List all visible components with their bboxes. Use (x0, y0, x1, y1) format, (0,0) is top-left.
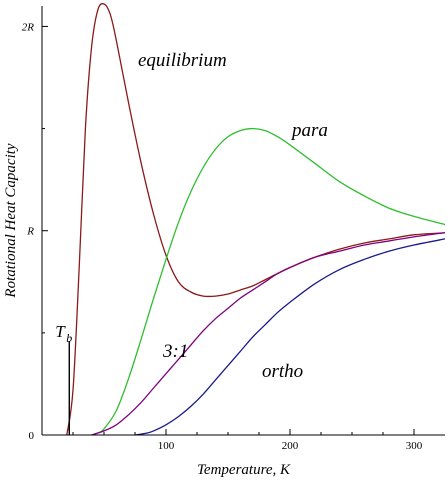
tb-label: T (55, 322, 66, 341)
series-line-equilibrium (66, 2, 446, 436)
x-tick-label: 300 (406, 440, 423, 452)
y-tick-label: 2R (22, 21, 35, 33)
series-line-para (91, 127, 446, 436)
series-line-ortho (134, 238, 446, 436)
series-label-31: 3:1 (162, 341, 188, 362)
y-tick-label: 0 (29, 430, 35, 442)
x-tick-label: 200 (282, 440, 299, 452)
label-layer: Temperature, K Rotational Heat Capacity eq… (3, 50, 328, 478)
series-label-para: para (290, 120, 328, 141)
y-axis-title: Rotational Heat Capacity (3, 143, 19, 298)
y-tick-label: R (26, 226, 34, 238)
tb-label-subscript: b (66, 331, 72, 345)
x-axis-title: Temperature, K (197, 462, 291, 478)
axis-layer: 100 200 300 0 R 2R (22, 6, 445, 452)
series-label-ortho: ortho (262, 361, 303, 382)
series-layer (66, 2, 446, 436)
series-label-equilibrium: equilibrium (138, 50, 227, 71)
x-tick-label: 100 (158, 440, 175, 452)
series-line-31 (91, 232, 446, 436)
